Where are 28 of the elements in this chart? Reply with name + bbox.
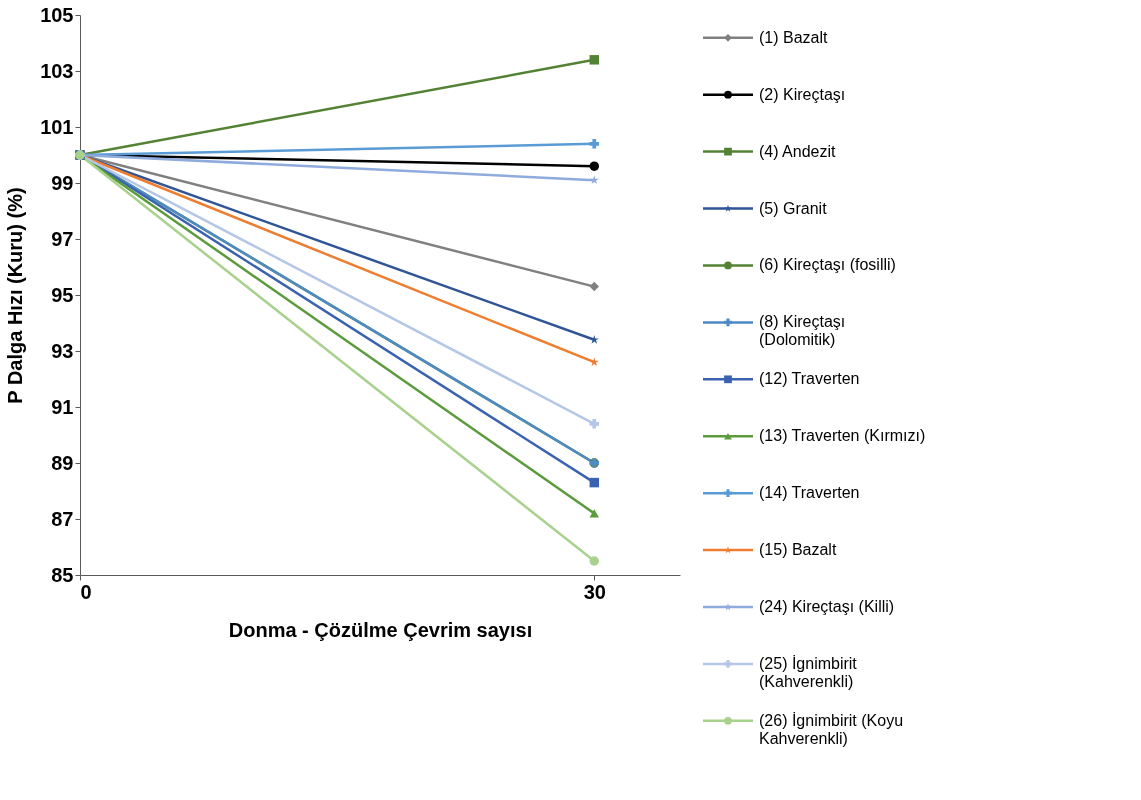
legend-label: (8) Kireçtaşı (Dolomitik)	[759, 313, 846, 349]
y-tick-label: 95	[51, 283, 74, 306]
legend-label: (15) Bazalt	[759, 541, 837, 559]
legend-label: (1) Bazalt	[759, 28, 829, 46]
legend-label: (6) Kireçtaşı (fosilli)	[759, 256, 896, 274]
x-axis-title: Donma - Çözülme Çevrim sayısı	[228, 618, 533, 641]
legend-label: (2) Kireçtaşı	[759, 85, 846, 103]
x-tick-label: 30	[583, 580, 606, 603]
y-tick-label: 93	[51, 339, 74, 362]
y-tick-label: 101	[40, 115, 74, 138]
legend-label: (25) İgnimbirit (Kahverenkli)	[759, 653, 858, 690]
y-tick-label: 85	[51, 563, 74, 586]
y-tick-label: 89	[51, 451, 74, 474]
x-tick-label: 0	[80, 580, 92, 603]
y-tick-label: 87	[51, 507, 74, 530]
legend-label: (5) Granit	[759, 199, 828, 217]
legend-label: (4) Andezit	[759, 142, 837, 160]
y-axis-title: P Dalga Hızı (Kuru) (%)	[4, 187, 27, 404]
legend-label: (12) Traverten	[759, 370, 860, 388]
y-tick-label: 105	[40, 3, 74, 26]
legend-label: (14) Traverten	[759, 484, 860, 502]
y-tick-label: 99	[51, 171, 74, 194]
y-tick-label: 91	[51, 395, 74, 418]
legend-label: (24) Kireçtaşı (Killi)	[759, 598, 895, 615]
legend-label: (13) Traverten (Kırmızı)	[759, 427, 926, 445]
y-tick-label: 103	[40, 59, 74, 82]
legend-label: (26) İgnimbirit (Koyu Kahverenkli)	[759, 710, 904, 747]
y-tick-label: 97	[51, 227, 74, 250]
